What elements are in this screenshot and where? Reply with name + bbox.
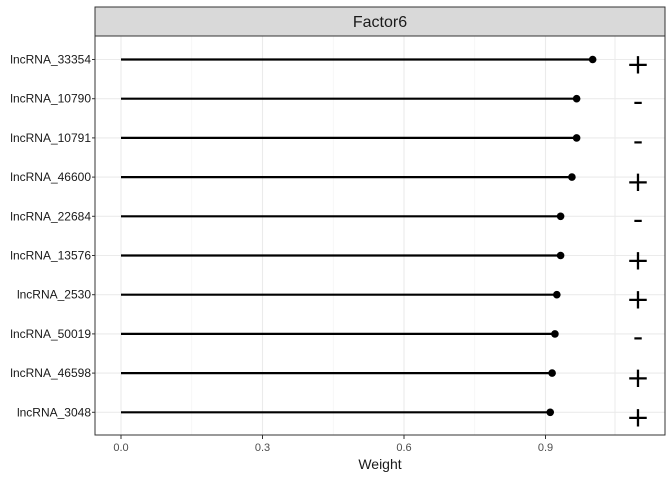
y-tick-label-8: lncRNA_46598: [10, 366, 91, 380]
sign-indicator-1: -: [633, 85, 643, 118]
panel-background: [95, 36, 665, 435]
lollipop-point-1: [572, 94, 581, 103]
panel-border: [94, 35, 666, 436]
sign-indicator-3: +: [626, 165, 649, 198]
sign-indicator-6: +: [626, 283, 649, 316]
x-axis-title: Weight: [358, 456, 401, 472]
sign-indicator-9: +: [626, 400, 649, 433]
y-tick-label-6: lncRNA_2530: [17, 288, 91, 302]
sign-indicator-7: -: [633, 320, 643, 353]
axis-layer: lncRNA_33354 lncRNA_10790 lncRNA_10791 lncR…: [10, 53, 553, 455]
y-tick-label-5: lncRNA_13576: [10, 249, 91, 263]
sign-indicator-0: +: [626, 48, 649, 81]
sign-indicator-2: -: [633, 124, 643, 157]
sign-indicator-5: +: [626, 244, 649, 277]
x-tick-label-1: 0.3: [255, 442, 270, 454]
lollipop-point-7: [551, 330, 559, 338]
strip-background: [94, 6, 666, 37]
lollipop-point-4: [556, 212, 565, 221]
lollipop-point-3: [568, 173, 576, 181]
lollipop-point-5: [556, 251, 565, 260]
y-tick-label-2: lncRNA_10791: [10, 131, 91, 145]
y-tick-label-4: lncRNA_22684: [10, 209, 91, 223]
y-tick-label-1: lncRNA_10790: [10, 92, 91, 106]
y-tick-label-3: lncRNA_46600: [10, 170, 91, 184]
marks-layer: + - - + - + + - + +: [121, 48, 650, 433]
facet-title: Factor6: [353, 14, 407, 31]
lollipop-point-9: [546, 408, 555, 417]
x-tick-label-0: 0.0: [113, 442, 128, 454]
lollipop-point-2: [572, 134, 581, 142]
lollipop-point-0: [588, 55, 597, 64]
sign-indicator-8: +: [626, 361, 649, 394]
y-tick-label-0: lncRNA_33354: [10, 53, 91, 67]
y-tick-label-9: lncRNA_3048: [17, 405, 91, 419]
x-tick-label-3: 0.9: [538, 442, 553, 454]
lollipop-point-8: [548, 369, 556, 377]
sign-indicator-4: -: [633, 202, 643, 235]
lollipop-point-6: [553, 290, 561, 299]
y-tick-label-7: lncRNA_50019: [10, 327, 91, 341]
x-tick-label-2: 0.6: [396, 442, 411, 454]
